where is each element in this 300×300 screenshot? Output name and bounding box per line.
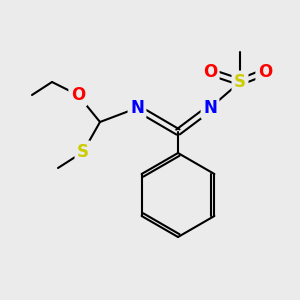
Text: S: S [234, 73, 246, 91]
Text: N: N [203, 99, 217, 117]
Text: O: O [71, 86, 85, 104]
Text: O: O [258, 63, 272, 81]
Text: S: S [77, 143, 89, 161]
Text: N: N [130, 99, 144, 117]
Text: O: O [203, 63, 217, 81]
